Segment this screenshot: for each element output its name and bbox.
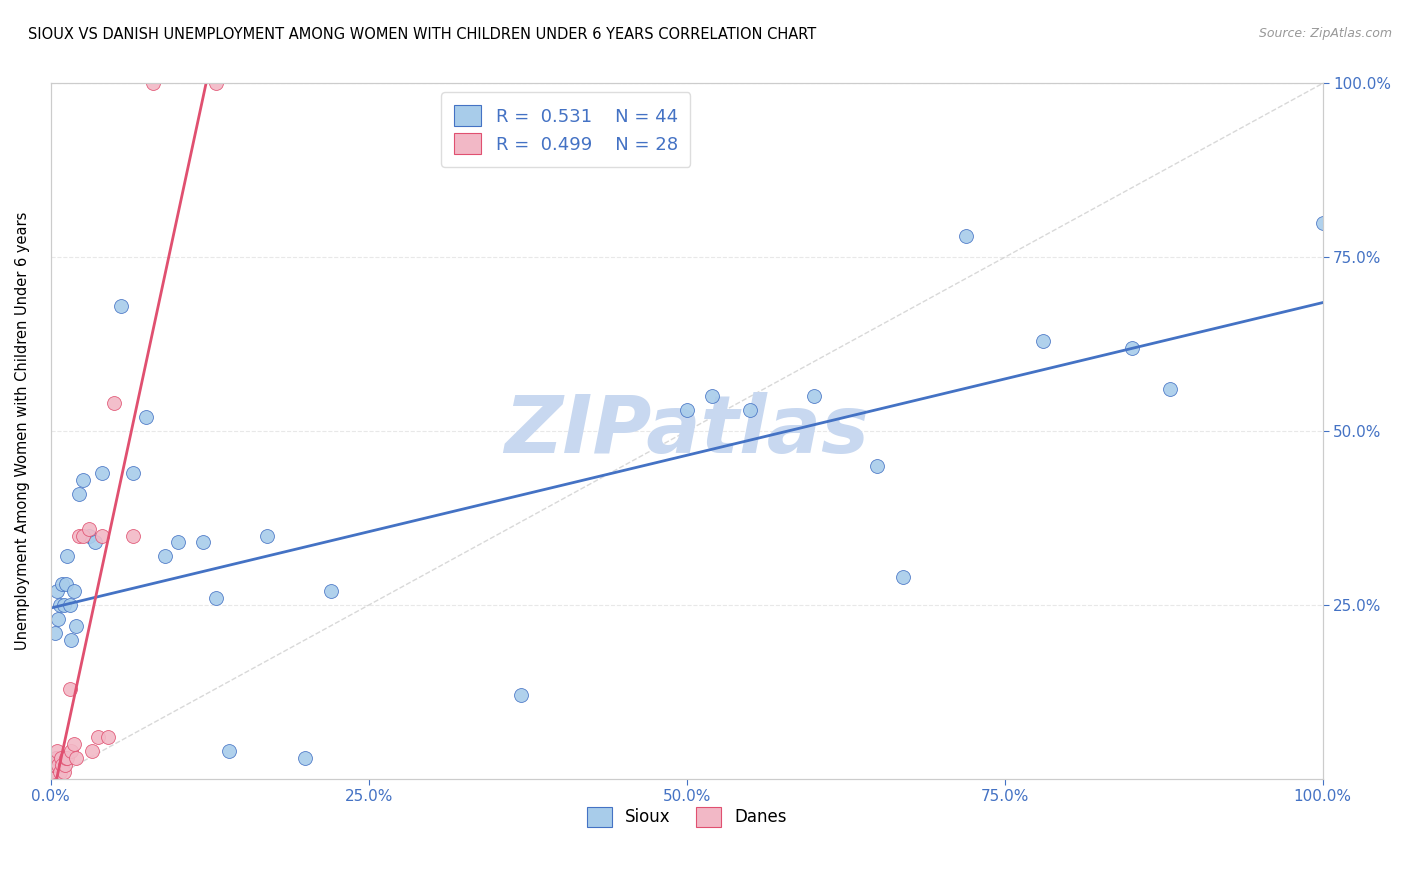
Point: [675, 403, 697, 417]
Point: [52, 598, 75, 612]
Point: [84, 535, 107, 549]
Point: [39, 764, 62, 779]
Point: [218, 744, 240, 758]
Point: [62, 737, 84, 751]
Point: [48, 764, 70, 779]
Point: [46, 584, 69, 599]
Point: [48, 612, 70, 626]
Point: [42, 758, 65, 772]
Point: [51, 758, 73, 772]
Point: [740, 403, 762, 417]
Point: [1312, 215, 1334, 229]
Point: [67, 528, 90, 542]
Point: [122, 466, 145, 480]
Legend: Sioux, Danes: Sioux, Danes: [581, 801, 793, 833]
Point: [122, 528, 145, 542]
Point: [44, 758, 66, 772]
Text: Source: ZipAtlas.com: Source: ZipAtlas.com: [1258, 27, 1392, 40]
Point: [1121, 341, 1143, 355]
Point: [1032, 334, 1054, 348]
Point: [205, 591, 228, 606]
Point: [319, 584, 342, 599]
Point: [803, 389, 825, 403]
Point: [60, 744, 83, 758]
Point: [77, 528, 100, 542]
Point: [67, 487, 90, 501]
Point: [294, 751, 316, 765]
Point: [45, 751, 67, 765]
Point: [77, 522, 100, 536]
Point: [60, 632, 83, 647]
Point: [80, 744, 103, 758]
Point: [42, 758, 65, 772]
Point: [193, 535, 215, 549]
Point: [56, 549, 79, 564]
Point: [56, 751, 79, 765]
Point: [866, 458, 889, 473]
Point: [51, 577, 73, 591]
Point: [44, 625, 66, 640]
Point: [55, 577, 77, 591]
Point: [955, 229, 977, 244]
Point: [110, 299, 132, 313]
Text: SIOUX VS DANISH UNEMPLOYMENT AMONG WOMEN WITH CHILDREN UNDER 6 YEARS CORRELATION: SIOUX VS DANISH UNEMPLOYMENT AMONG WOMEN…: [28, 27, 817, 42]
Point: [53, 751, 76, 765]
Point: [49, 751, 72, 765]
Point: [59, 598, 82, 612]
Point: [45, 751, 67, 765]
Point: [72, 528, 94, 542]
Point: [48, 598, 70, 612]
Point: [97, 730, 120, 744]
Point: [702, 389, 724, 403]
Point: [62, 584, 84, 599]
Point: [52, 764, 75, 779]
Point: [510, 689, 533, 703]
Point: [155, 549, 177, 564]
Point: [103, 396, 125, 410]
Y-axis label: Unemployment Among Women with Children Under 6 years: Unemployment Among Women with Children U…: [15, 212, 30, 650]
Point: [167, 535, 190, 549]
Point: [55, 751, 77, 765]
Point: [90, 466, 112, 480]
Point: [65, 619, 87, 633]
Point: [59, 681, 82, 696]
Point: [87, 730, 110, 744]
Point: [1159, 383, 1181, 397]
Point: [72, 473, 94, 487]
Text: ZIPatlas: ZIPatlas: [505, 392, 869, 470]
Point: [142, 77, 165, 91]
Point: [891, 570, 914, 584]
Point: [53, 758, 76, 772]
Point: [65, 751, 87, 765]
Point: [46, 744, 69, 758]
Point: [205, 77, 228, 91]
Point: [48, 758, 70, 772]
Point: [90, 528, 112, 542]
Point: [135, 410, 157, 425]
Point: [256, 528, 278, 542]
Point: [49, 758, 72, 772]
